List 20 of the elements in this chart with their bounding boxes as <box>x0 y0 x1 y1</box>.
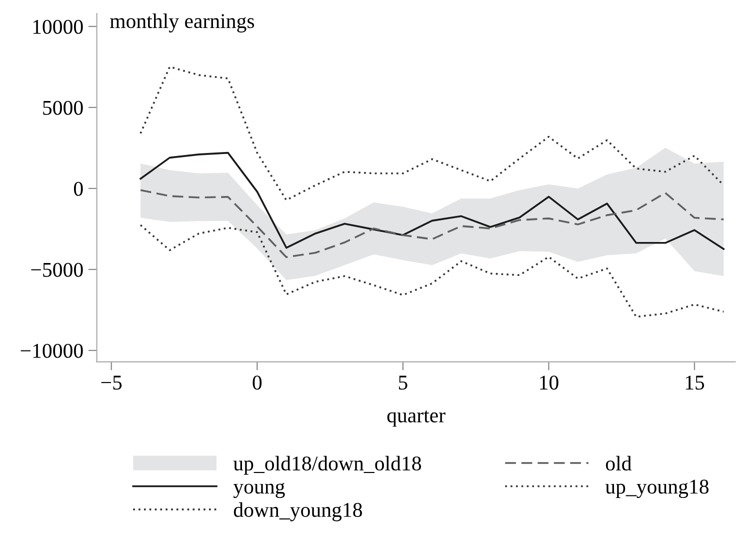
y-tick-label: −5000 <box>31 262 83 277</box>
y-tick-label: 0 <box>74 182 83 196</box>
legend-label: young <box>233 482 285 498</box>
x-tick-label: −5 <box>101 376 122 390</box>
y-tick-label: −10000 <box>20 344 83 358</box>
legend-label: old <box>606 456 632 471</box>
legend-label: down_young18 <box>234 502 362 522</box>
line-series <box>140 152 725 250</box>
y-tick-label: 5000 <box>43 100 83 115</box>
y-tick-label: 10000 <box>33 20 83 34</box>
line-series <box>140 224 725 318</box>
x-tick-label: 15 <box>686 376 704 390</box>
x-tick-label: 10 <box>540 376 558 390</box>
legend-label: up_young18 <box>605 480 709 498</box>
legend-label: up_old18/down_old18 <box>233 456 422 475</box>
y-axis-title: monthly earnings <box>110 14 254 32</box>
x-tick-label: 0 <box>252 376 262 390</box>
x-tick-label: 5 <box>398 376 408 390</box>
x-axis-title: quarter <box>387 410 446 427</box>
line-series <box>140 189 725 258</box>
